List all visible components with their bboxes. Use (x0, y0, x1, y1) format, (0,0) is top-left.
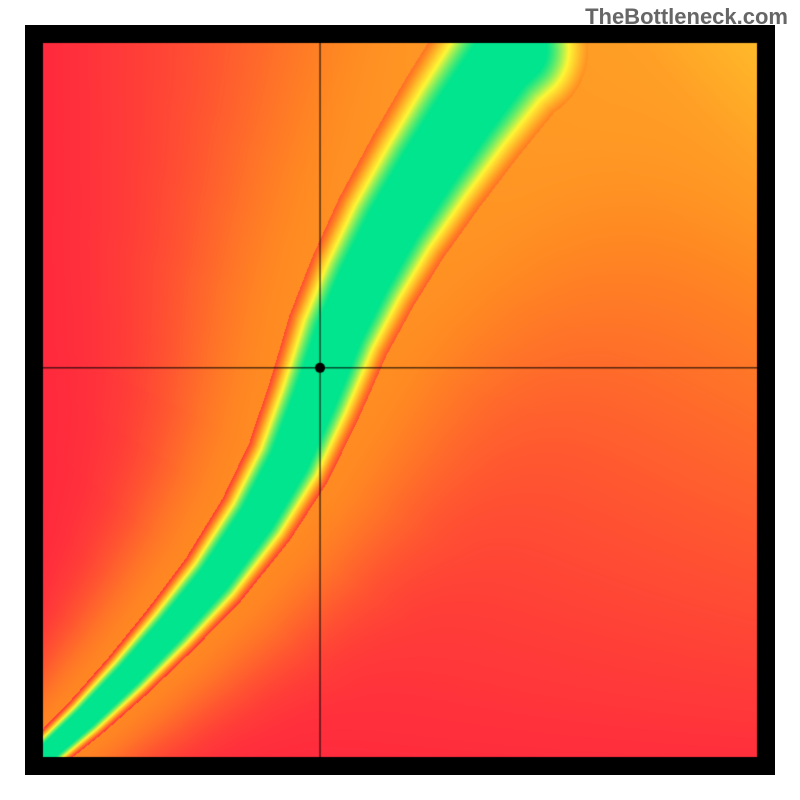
heatmap-canvas (25, 25, 775, 775)
watermark-text: TheBottleneck.com (585, 4, 788, 30)
chart-plot-area (25, 25, 775, 775)
